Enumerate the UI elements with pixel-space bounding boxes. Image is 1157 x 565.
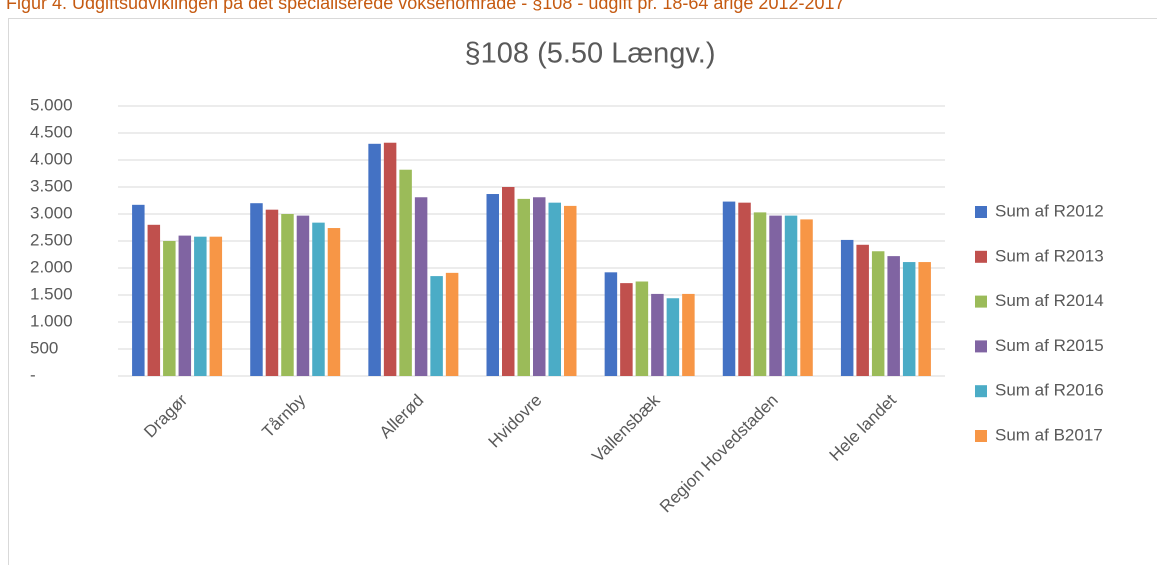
y-tick-label: 2.500: [30, 230, 73, 249]
legend-swatch: [975, 295, 987, 308]
bar: [430, 276, 443, 376]
y-tick-label: 1.500: [30, 284, 73, 303]
bar: [666, 298, 680, 376]
bar: [604, 272, 618, 376]
y-tick-label: 2.000: [30, 257, 73, 276]
legend-swatch: [975, 385, 987, 398]
legend-label: Sum af R2012: [995, 201, 1104, 220]
chart-title: §108 (5.50 Længv.): [465, 38, 716, 70]
bar: [800, 219, 813, 376]
bar: [871, 251, 885, 376]
y-tick-label: 5.000: [30, 95, 73, 114]
bar: [163, 241, 176, 376]
y-tick-label: -: [30, 365, 36, 384]
y-tick-label: 3.000: [30, 203, 73, 222]
legend-swatch: [975, 206, 987, 218]
bar: [414, 197, 428, 376]
y-tick-label: 3.500: [30, 176, 73, 195]
bar: [250, 203, 263, 376]
bar: [753, 212, 767, 376]
bar: [486, 194, 499, 376]
bar: [296, 215, 310, 376]
bar: [194, 236, 207, 376]
bar: [635, 281, 649, 376]
bar: [620, 283, 633, 376]
bar: [722, 201, 736, 376]
legend-label: Sum af R2016: [995, 381, 1104, 400]
legend-swatch: [975, 430, 987, 442]
legend-label: Sum af B2017: [995, 425, 1103, 444]
bar: [517, 198, 530, 376]
bar: [399, 169, 412, 376]
bar: [682, 293, 695, 376]
bar: [918, 262, 931, 376]
y-tick-label: 4.000: [30, 149, 73, 168]
bar: [651, 293, 664, 376]
legend-label: Sum af R2013: [995, 246, 1104, 265]
bar: [368, 143, 381, 376]
bar: [383, 142, 397, 376]
bar: [265, 209, 279, 376]
bar: [445, 272, 459, 376]
y-tick-label: 1.000: [30, 311, 73, 330]
y-tick-label: 500: [30, 338, 58, 357]
legend-swatch: [975, 340, 987, 353]
bar: [281, 214, 294, 376]
bar: [840, 239, 854, 376]
bar: [312, 222, 325, 376]
bar: [902, 262, 916, 376]
bar: [887, 256, 900, 376]
bar: [856, 244, 869, 376]
bar: [147, 224, 161, 376]
figure-caption: Figur 4. Udgiftsudviklingen på det speci…: [6, 0, 845, 13]
bar: [132, 204, 145, 376]
y-tick-label: 4.500: [30, 122, 73, 141]
bar: [502, 187, 515, 376]
bar: [327, 228, 341, 376]
legend-swatch: [975, 250, 987, 263]
legend-label: Sum af R2015: [995, 336, 1104, 355]
bar: [564, 205, 577, 376]
bar: [769, 215, 782, 376]
bar: [548, 202, 561, 376]
legend-label: Sum af R2014: [995, 291, 1104, 310]
bar: [178, 235, 192, 376]
bar: [209, 236, 223, 376]
bar: [784, 215, 798, 376]
bar: [533, 197, 546, 376]
bar: [738, 202, 751, 376]
